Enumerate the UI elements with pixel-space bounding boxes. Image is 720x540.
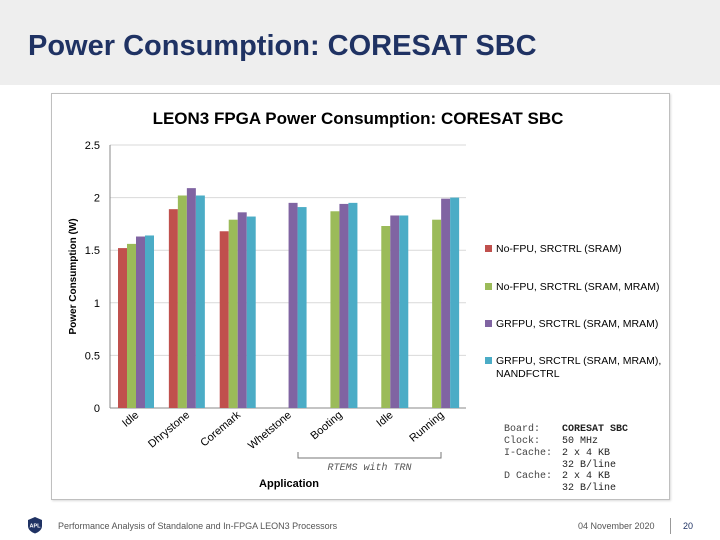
y-tick-label: 2.5: [85, 140, 100, 152]
legend-swatch: [485, 357, 492, 364]
bar: [136, 236, 145, 408]
bar: [186, 188, 196, 408]
chart-frame: [51, 93, 670, 500]
bar: [127, 243, 136, 408]
bar: [450, 197, 460, 408]
board-info-row: 32 B/line: [504, 460, 628, 472]
board-info-row: Board: CORESAT SBC: [504, 424, 628, 436]
page-number: 20: [683, 521, 694, 531]
board-info-value: 2 x 4 KB: [562, 447, 611, 459]
board-info-value: 2 x 4 KB: [562, 471, 611, 483]
legend-label: GRFPU, SRCTRL (SRAM, MRAM), NANDFCTRL: [496, 355, 661, 380]
x-tick-label: Whetstone: [246, 409, 294, 452]
bar: [288, 202, 298, 408]
bar: [228, 219, 238, 408]
board-info-key: I-Cache:: [504, 447, 553, 459]
board-info-row: Clock: 50 MHz: [504, 436, 628, 448]
footer-date: 04 November 2020: [578, 521, 655, 531]
legend-swatch: [485, 245, 492, 252]
board-info-row: D Cache: 2 x 4 KB: [504, 471, 628, 483]
board-info-value: 50 MHz: [562, 436, 599, 448]
footer-text: Performance Analysis of Standalone and I…: [58, 521, 338, 531]
bar: [118, 248, 127, 408]
board-info-key: D Cache:: [504, 471, 553, 483]
board-info-row: 32 B/line: [504, 483, 628, 495]
x-tick-label: Idle: [120, 409, 141, 430]
chart-title: LEON3 FPGA Power Consumption: CORESAT SB…: [153, 109, 564, 128]
logo-text: APL: [30, 524, 42, 530]
y-tick-label: 2: [94, 193, 100, 205]
bar: [246, 216, 256, 408]
board-info-key: Board:: [504, 424, 541, 436]
bar: [339, 203, 349, 408]
legend-swatch: [485, 320, 492, 327]
rtems-bracket: [297, 452, 442, 459]
bar: [219, 231, 229, 408]
y-tick-label: 1: [94, 298, 100, 310]
board-info-value: 32 B/line: [562, 459, 617, 471]
apl-logo-icon: APL: [28, 517, 42, 534]
x-axis-label: Application: [259, 478, 319, 490]
legend-label: No-FPU, SRCTRL (SRAM, MRAM): [496, 281, 660, 293]
bar: [330, 211, 340, 408]
y-tick-label: 0.5: [85, 350, 100, 362]
bar: [237, 212, 247, 408]
board-info-row: I-Cache: 2 x 4 KB: [504, 448, 628, 460]
footer-separator: [670, 518, 671, 534]
bar: [441, 198, 451, 408]
bar: [399, 215, 409, 408]
bar: [145, 235, 154, 408]
board-info-value: CORESAT SBC: [562, 424, 629, 436]
bar: [390, 215, 400, 408]
bar: [348, 202, 358, 408]
y-axis-label: Power Consumption (W): [68, 218, 79, 334]
bar: [297, 207, 307, 408]
bar: [168, 209, 178, 408]
legend-swatch: [485, 283, 492, 290]
x-tick-label: Idle: [374, 409, 395, 430]
bar: [177, 195, 187, 408]
y-tick-label: 0: [94, 403, 100, 415]
x-tick-label: Coremark: [198, 409, 243, 450]
bar: [195, 195, 205, 408]
x-tick-label: Booting: [308, 409, 344, 442]
slide-header: [0, 0, 720, 85]
y-tick-label: 1.5: [85, 245, 100, 257]
bar: [432, 219, 442, 408]
legend-label: GRFPU, SRCTRL (SRAM, MRAM): [496, 318, 658, 330]
slide-title: Power Consumption: CORESAT SBC: [28, 30, 537, 62]
bar: [381, 226, 391, 408]
legend-label: No-FPU, SRCTRL (SRAM): [496, 243, 622, 255]
board-info-key: Clock:: [504, 436, 541, 448]
board-info: Board: CORESAT SBC Clock: 50 MHz I-Cache: 2 x…: [504, 401, 628, 506]
rtems-bracket-label: RTEMS with TRN: [327, 462, 411, 474]
board-info-value: 32 B/line: [562, 482, 617, 494]
x-tick-label: Dhrystone: [146, 409, 192, 450]
x-tick-label: Running: [407, 409, 446, 445]
